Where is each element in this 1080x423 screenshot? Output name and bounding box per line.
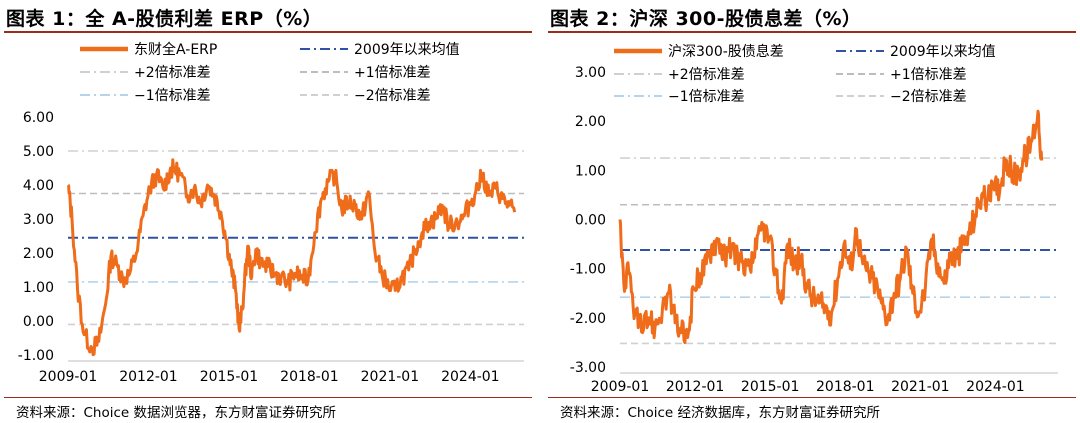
legend-entry: −2倍标准差: [300, 88, 431, 104]
y-tick-label: 3.00: [575, 65, 606, 81]
y-tick-label: 3.00: [23, 212, 54, 228]
x-tick-label: 2009-01: [39, 369, 98, 385]
legend-label: −1倍标准差: [668, 89, 745, 105]
x-tick-label: 2018-01: [816, 379, 875, 395]
legend-entry: +2倍标准差: [614, 67, 745, 83]
legend-entry: 2009年以来均值: [300, 42, 460, 58]
legend-entry: −1倍标准差: [614, 89, 745, 105]
source-divider: [4, 397, 532, 398]
y-tick-label: 5.00: [23, 144, 54, 160]
x-tick-label: 2015-01: [200, 369, 259, 385]
legend-entry: +1倍标准差: [836, 67, 967, 83]
legend-label: +2倍标准差: [668, 67, 745, 83]
chart-panel-erp: 图表 1：全 A-股债利差 ERP（%） 6.00 5.00 4.00 3.00 2.0…: [4, 0, 532, 423]
y-tick-label: 1.00: [23, 280, 54, 296]
x-tick-label: 2009-01: [591, 379, 650, 395]
y-tick-label: -2.00: [570, 311, 606, 327]
x-tick-label: 2018-01: [280, 369, 339, 385]
y-tick-label: 2.00: [23, 246, 54, 262]
erp-line-chart: 6.00 5.00 4.00 3.00 2.00 1.00 0.00 -1.00 2009-01…: [18, 41, 524, 385]
chart-source: 资料来源：Choice 数据浏览器，东方财富证券研究所: [16, 405, 337, 421]
y-tick-label: 2.00: [575, 114, 606, 130]
x-tick-label: 2021-01: [891, 379, 950, 395]
chart-title: 图表 2：沪深 300-股债息差（%）: [550, 8, 862, 30]
legend-label: +1倍标准差: [890, 67, 967, 83]
legend-label: −2倍标准差: [890, 89, 967, 105]
legend-label: −2倍标准差: [354, 88, 431, 104]
y-tick-label: 1.00: [575, 163, 606, 179]
legend-label: 沪深300-股债息差: [668, 43, 784, 60]
title-divider: [548, 31, 1076, 33]
legend-label: +1倍标准差: [354, 65, 431, 81]
y-tick-label: 6.00: [23, 110, 54, 126]
y-tick-label: -3.00: [570, 360, 606, 376]
y-tick-label: 0.00: [575, 213, 606, 229]
legend-label: +2倍标准差: [134, 65, 211, 81]
legend-entry: +1倍标准差: [300, 65, 431, 81]
x-tick-label: 2024-01: [441, 369, 500, 385]
legend-entry: 2009年以来均值: [836, 44, 996, 60]
series-line: [618, 109, 1044, 345]
legend-entry: 沪深300-股债息差: [614, 43, 784, 60]
x-tick-label: 2012-01: [666, 379, 725, 395]
x-tick-label: 2021-01: [361, 369, 420, 385]
legend-entry: 东财全A-ERP: [80, 41, 217, 58]
y-tick-label: 4.00: [23, 178, 54, 194]
series-line: [66, 158, 517, 357]
legend-entry: −2倍标准差: [836, 89, 967, 105]
chart-title: 图表 1：全 A-股债利差 ERP（%）: [6, 8, 323, 30]
chart-source: 资料来源：Choice 经济数据库，东方财富证券研究所: [560, 405, 881, 421]
source-divider: [548, 397, 1076, 398]
chart-panel-csi300-yield-gap: 图表 2：沪深 300-股债息差（%） 3.00 2.00 1.00 0.00 -1.0…: [548, 0, 1076, 423]
x-tick-label: 2024-01: [966, 379, 1025, 395]
legend-label: −1倍标准差: [134, 88, 211, 104]
x-tick-label: 2012-01: [119, 369, 178, 385]
legend-label: 东财全A-ERP: [134, 41, 217, 58]
y-tick-label: -1.00: [570, 262, 606, 278]
legend-entry: +2倍标准差: [80, 65, 211, 81]
x-tick-label: 2015-01: [741, 379, 800, 395]
legend-label: 2009年以来均值: [354, 42, 460, 58]
legend-entry: −1倍标准差: [80, 88, 211, 104]
y-tick-label: 0.00: [23, 314, 54, 330]
y-tick-label: -1.00: [18, 348, 54, 364]
csi300-line-chart: 3.00 2.00 1.00 0.00 -1.00 -2.00 -3.00 2009-01 20…: [570, 43, 1058, 395]
title-divider: [4, 31, 532, 33]
legend-label: 2009年以来均值: [890, 44, 996, 60]
